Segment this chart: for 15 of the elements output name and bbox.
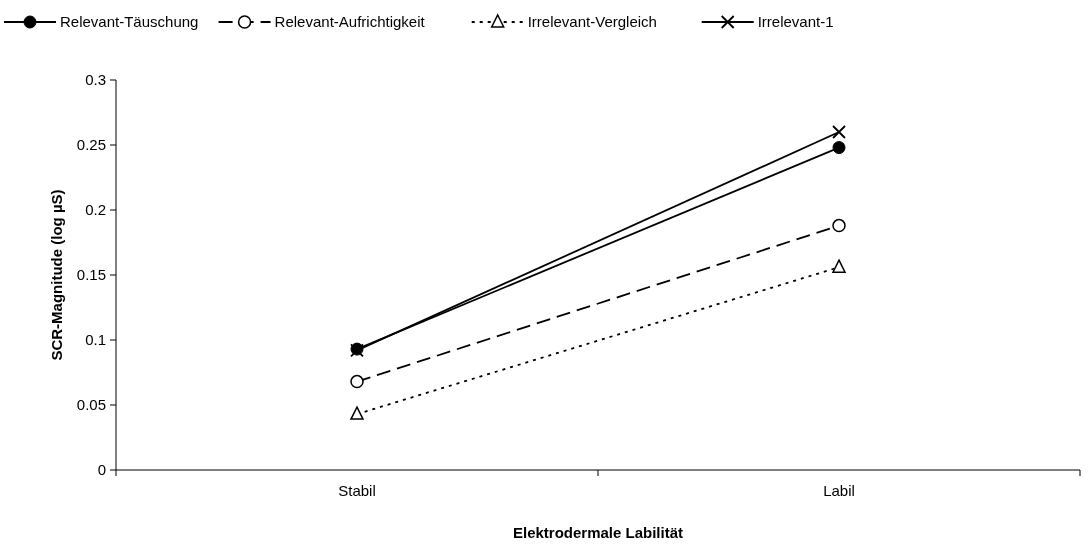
y-tick-label: 0.15 — [76, 266, 106, 284]
legend-label: Relevant-Täuschung — [60, 13, 199, 31]
y-tick-label: 0.25 — [76, 136, 106, 154]
y-tick-label: 0.3 — [85, 71, 106, 89]
y-tick-label: 0.2 — [85, 201, 106, 219]
y-tick-label: 0.1 — [85, 331, 106, 349]
legend-label: Irrelevant-Vergleich — [527, 13, 657, 31]
x-axis-title: Elektrodermale Labilität — [512, 524, 684, 541]
legend-label: Relevant-Aufrichtigkeit — [274, 13, 426, 31]
y-tick-label: 0 — [97, 461, 106, 479]
x-tick-label: Labil — [823, 482, 855, 499]
y-tick-label: 0.05 — [76, 396, 106, 414]
y-axis-title: SCR-Magnitude (log µS) — [48, 189, 65, 361]
legend-label: Irrelevant-1 — [757, 13, 834, 31]
x-tick-label: Stabil — [338, 482, 376, 499]
